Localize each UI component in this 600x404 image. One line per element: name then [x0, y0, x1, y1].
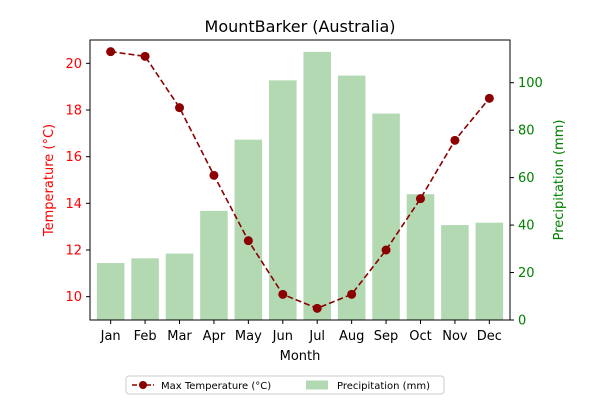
precip-bar-sep [372, 113, 400, 320]
x-tick-label: Oct [409, 329, 431, 344]
temperature-line-path [110, 50, 490, 310]
legend-label-temperature: Max Temperature (°C) [161, 381, 271, 392]
precip-bar-jan [96, 263, 125, 320]
precip-bar-jul [303, 51, 331, 320]
right-tick-label: 20 [518, 266, 535, 281]
precip-bar-nov [441, 225, 469, 320]
temp-point-jul [312, 303, 322, 313]
precip-bar-dec [475, 222, 504, 320]
x-tick-label: Sep [374, 329, 399, 344]
axes: Jan Feb Mar Apr May Jun Jul Aug Sep Oct Nov Dec 10 12… [65, 39, 543, 344]
x-tick-label: Aug [339, 329, 364, 344]
right-tick-label: 60 [518, 171, 535, 186]
x-tick-label: Apr [203, 329, 226, 344]
chart-title: MountBarker (Australia) [205, 17, 396, 36]
temp-point-apr [209, 170, 219, 180]
temperature-line [106, 47, 494, 313]
right-tick-label: 80 [518, 124, 535, 139]
temp-point-dec [484, 93, 494, 103]
temp-point-jan [106, 47, 116, 57]
temp-point-sep [381, 245, 391, 255]
precip-bar-feb [131, 258, 159, 320]
x-tick-label: Jul [308, 329, 325, 344]
right-axis-label: Precipitation (mm) [552, 120, 567, 241]
x-tick-label: Dec [477, 329, 502, 344]
temp-point-feb [140, 51, 150, 61]
precipitation-bars [96, 51, 504, 320]
left-tick-label: 20 [65, 57, 82, 72]
legend-box [125, 375, 445, 395]
right-tick-label: 100 [518, 76, 543, 91]
x-tick-label: Jan [100, 329, 121, 344]
plot-frame [89, 39, 511, 321]
left-tick-label: 12 [65, 244, 82, 259]
precip-bar-apr [200, 210, 228, 320]
temp-point-may [243, 236, 253, 246]
legend-line-marker [139, 381, 147, 389]
temp-point-oct [415, 194, 425, 204]
temp-point-mar [175, 103, 185, 113]
temp-point-jun [278, 289, 288, 299]
left-tick-label: 10 [65, 290, 82, 305]
x-tick-label: Nov [442, 329, 468, 344]
precip-bar-aug [337, 75, 366, 320]
temp-point-nov [450, 135, 460, 145]
precip-bar-mar [165, 253, 194, 320]
precip-bar-oct [406, 194, 435, 320]
left-axis-label: Temperature (°C) [42, 124, 57, 237]
left-tick-label: 16 [65, 150, 82, 165]
x-tick-label: Feb [134, 329, 157, 344]
right-tick-label: 40 [518, 219, 535, 234]
precip-bar-jun [269, 80, 297, 320]
legend: Max Temperature (°C) Precipitation (mm) [125, 375, 445, 395]
left-tick-label: 14 [65, 197, 82, 212]
temp-point-aug [347, 289, 357, 299]
x-tick-label: Mar [167, 329, 192, 344]
x-tick-label: Jun [272, 329, 293, 344]
right-tick-label: 0 [518, 314, 526, 329]
x-tick-label: May [235, 329, 262, 344]
x-axis-label: Month [280, 349, 321, 364]
legend-label-precipitation: Precipitation (mm) [337, 381, 430, 392]
legend-bar-swatch [306, 380, 328, 390]
left-tick-label: 18 [65, 104, 82, 119]
precip-bar-may [234, 139, 263, 320]
